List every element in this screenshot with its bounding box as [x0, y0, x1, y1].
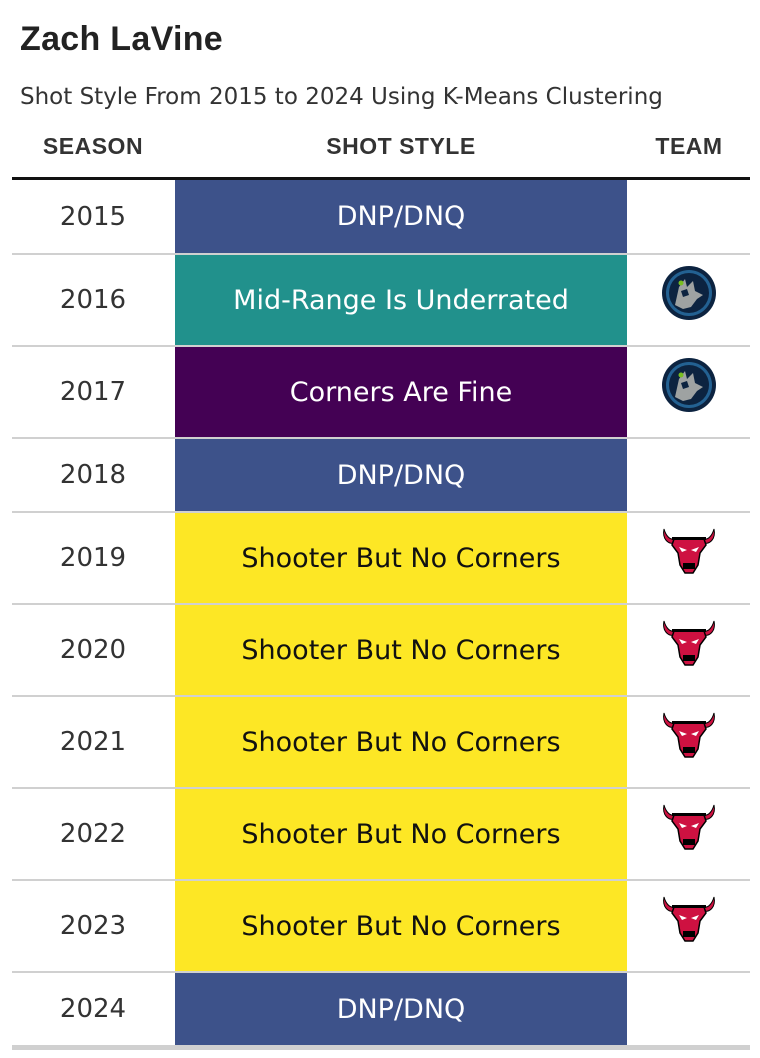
bulls-logo [660, 799, 718, 857]
shot-style-cell: Mid-Range Is Underrated [175, 255, 627, 345]
team-cell [628, 789, 750, 879]
table-row: 2015 DNP/DNQ [12, 180, 750, 255]
chart-subtitle: Shot Style From 2015 to 2024 Using K-Mea… [20, 84, 663, 110]
shot-style-cell: DNP/DNQ [175, 439, 627, 511]
shot-style-cell: Shooter But No Corners [175, 513, 627, 603]
table-row: 2023 Shooter But No Corners [12, 881, 750, 973]
table-row: 2018 DNP/DNQ [12, 439, 750, 513]
header-rule [12, 177, 750, 180]
shot-style-cell: Shooter But No Corners [175, 605, 627, 695]
season-cell: 2020 [59, 635, 127, 665]
season-cell: 2024 [59, 994, 127, 1024]
shot-style-cell: Corners Are Fine [175, 347, 627, 437]
timberwolves-logo [661, 357, 717, 417]
shot-style-table: 2015 DNP/DNQ 2016 Mid-Range Is Underrated 20… [12, 180, 750, 1047]
team-cell [628, 255, 750, 345]
team-cell [628, 605, 750, 695]
table-row: 2017 Corners Are Fine [12, 347, 750, 439]
shot-style-cell: DNP/DNQ [175, 973, 627, 1045]
shot-style-column-header: SHOT STYLE [326, 133, 476, 159]
season-cell: 2017 [59, 377, 127, 407]
season-cell: 2018 [59, 460, 127, 490]
shot-style-cell: Shooter But No Corners [175, 881, 627, 971]
chart-title: Zach LaVine [20, 20, 223, 58]
bulls-logo [660, 615, 718, 673]
shot-style-cell: Shooter But No Corners [175, 697, 627, 787]
table-row: 2024 DNP/DNQ [12, 973, 750, 1047]
bulls-logo [660, 707, 718, 765]
team-cell [628, 180, 750, 253]
bottom-rule [12, 1046, 750, 1050]
timberwolves-logo [661, 265, 717, 325]
shot-style-cell: DNP/DNQ [175, 180, 627, 253]
team-cell [628, 347, 750, 437]
season-cell: 2019 [59, 543, 127, 573]
table-row: 2021 Shooter But No Corners [12, 697, 750, 789]
table-row: 2019 Shooter But No Corners [12, 513, 750, 605]
table-row: 2022 Shooter But No Corners [12, 789, 750, 881]
bulls-logo [660, 523, 718, 581]
bulls-logo [660, 891, 718, 949]
season-cell: 2021 [59, 727, 127, 757]
season-cell: 2016 [59, 285, 127, 315]
team-cell [628, 881, 750, 971]
team-cell [628, 439, 750, 511]
season-column-header: SEASON [42, 133, 144, 159]
season-cell: 2015 [59, 201, 127, 232]
table-row: 2016 Mid-Range Is Underrated [12, 255, 750, 347]
team-cell [628, 973, 750, 1045]
team-cell [628, 697, 750, 787]
team-cell [628, 513, 750, 603]
table-row: 2020 Shooter But No Corners [12, 605, 750, 697]
season-cell: 2022 [59, 819, 127, 849]
shot-style-cell: Shooter But No Corners [175, 789, 627, 879]
team-column-header: TEAM [655, 133, 723, 159]
season-cell: 2023 [59, 911, 127, 941]
